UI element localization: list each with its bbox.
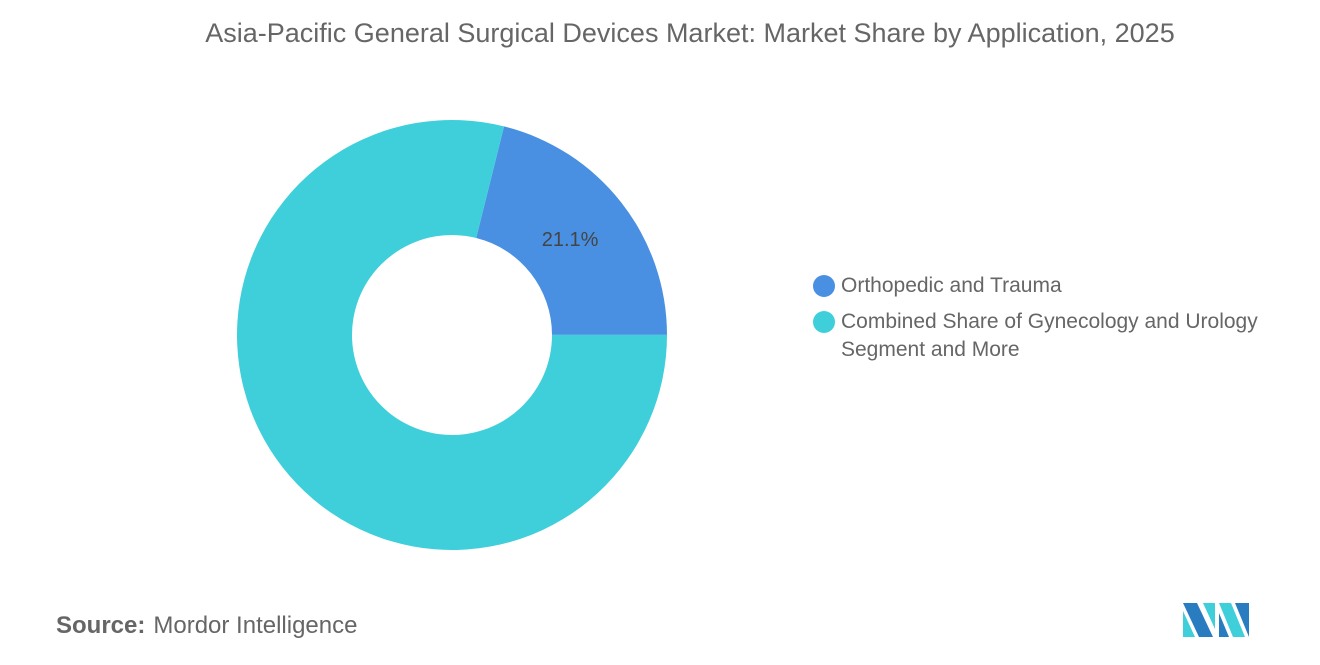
chart-title: Asia-Pacific General Surgical Devices Ma… — [205, 18, 1175, 48]
legend-swatch — [813, 275, 835, 297]
legend-label: Combined Share of Gynecology and Urology… — [841, 310, 1258, 361]
legend-swatch — [813, 311, 835, 333]
source: Source: Mordor Intelligence — [56, 612, 357, 640]
data-label: 21.1% — [542, 229, 599, 251]
legend: Orthopedic and Trauma Combined Share of … — [813, 272, 1301, 372]
legend-item-combined: Combined Share of Gynecology and Urology… — [813, 308, 1301, 364]
slice-0 — [476, 126, 667, 335]
mordor-logo — [1183, 603, 1249, 637]
source-value: Mordor Intelligence — [153, 612, 358, 639]
source-label: Source: — [56, 612, 146, 639]
legend-label: Orthopedic and Trauma — [841, 274, 1062, 297]
legend-item-orthopedic: Orthopedic and Trauma — [813, 272, 1301, 300]
slice-1 — [236, 119, 668, 551]
